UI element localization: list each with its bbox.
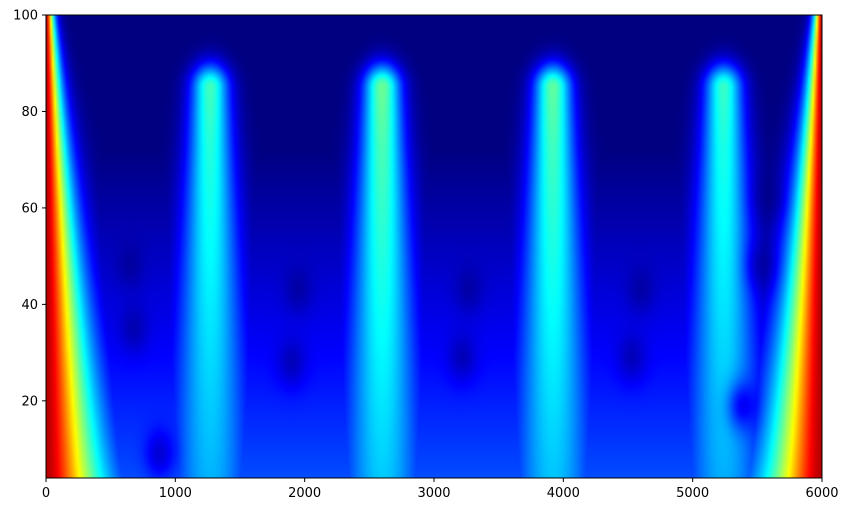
heatmap-image <box>46 15 822 478</box>
y-tick-label: 100 <box>13 9 38 24</box>
x-tick-label: 4000 <box>547 486 580 501</box>
y-tick-label: 20 <box>21 394 38 409</box>
x-tick-label: 2000 <box>288 486 321 501</box>
y-tick-label: 80 <box>21 105 38 120</box>
y-axis: 20 40 60 80 100 <box>13 9 46 409</box>
x-tick-label: 5000 <box>676 486 709 501</box>
x-tick-label: 0 <box>42 486 50 501</box>
y-tick-label: 40 <box>21 298 38 313</box>
x-axis: 0 1000 2000 3000 4000 5000 6000 <box>42 478 839 501</box>
x-tick-label: 3000 <box>417 486 450 501</box>
x-tick-label: 1000 <box>159 486 192 501</box>
y-tick-label: 60 <box>21 201 38 216</box>
x-tick-label: 6000 <box>805 486 838 501</box>
